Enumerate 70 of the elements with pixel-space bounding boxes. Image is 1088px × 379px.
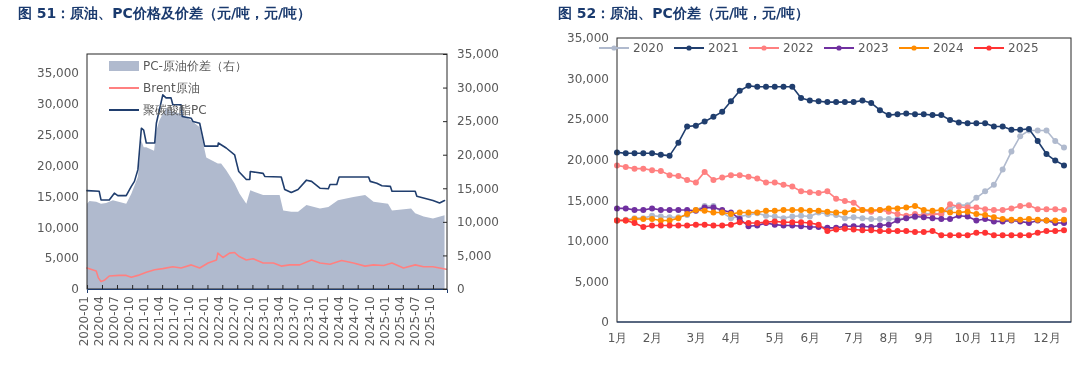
x-tick-label: 2022-10 bbox=[242, 296, 257, 347]
x-tick-label: 2025-01 bbox=[377, 296, 392, 347]
y-tick-label: 0 bbox=[71, 282, 79, 297]
legend-label: 2020 bbox=[633, 41, 664, 55]
y2-tick-label: 30,000 bbox=[457, 80, 499, 95]
x-tick-label: 6月 bbox=[800, 331, 821, 346]
y2-tick-label: 10,000 bbox=[457, 215, 499, 230]
legend-label: 2021 bbox=[708, 41, 739, 55]
y-tick-label: 35,000 bbox=[567, 31, 609, 46]
x-tick-label: 2023-07 bbox=[287, 296, 302, 347]
legend-label: Brent原油 bbox=[143, 81, 200, 95]
x-tick-label: 2025-07 bbox=[407, 296, 422, 347]
x-tick-label: 11月 bbox=[989, 331, 1017, 346]
x-tick-label: 2024-07 bbox=[347, 296, 362, 347]
x-tick-label: 2023-04 bbox=[272, 296, 287, 347]
x-tick-label: 8月 bbox=[879, 331, 900, 346]
y-tick-label: 30,000 bbox=[37, 96, 79, 111]
y-tick-label: 30,000 bbox=[567, 71, 609, 86]
y2-tick-label: 0 bbox=[457, 282, 465, 297]
legend-label: 2022 bbox=[783, 41, 814, 55]
x-tick-label: 2023-01 bbox=[257, 296, 272, 347]
x-tick-label: 2020-07 bbox=[106, 296, 121, 347]
x-tick-label: 10月 bbox=[954, 331, 982, 346]
x-tick-label: 12月 bbox=[1033, 331, 1061, 346]
x-tick-label: 2024-10 bbox=[362, 296, 377, 347]
legend-label: 2023 bbox=[858, 41, 889, 55]
x-tick-label: 5月 bbox=[765, 331, 786, 346]
x-tick-label: 2024-01 bbox=[317, 296, 332, 347]
x-tick-label: 3月 bbox=[686, 331, 707, 346]
x-tick-label: 2020-04 bbox=[91, 296, 106, 347]
y2-tick-label: 20,000 bbox=[457, 148, 499, 163]
y2-tick-label: 5,000 bbox=[457, 248, 492, 263]
x-tick-label: 7月 bbox=[844, 331, 864, 346]
x-tick-label: 2022-07 bbox=[226, 296, 241, 347]
y-tick-label: 10,000 bbox=[37, 220, 79, 235]
x-tick-label: 2022-04 bbox=[211, 296, 226, 347]
y-tick-label: 25,000 bbox=[567, 112, 609, 127]
x-tick-label: 2020-10 bbox=[121, 296, 136, 347]
y-tick-label: 25,000 bbox=[37, 127, 79, 142]
y-tick-label: 15,000 bbox=[37, 189, 79, 204]
y2-tick-label: 35,000 bbox=[457, 47, 499, 62]
y-tick-label: 20,000 bbox=[37, 158, 79, 173]
y-tick-label: 35,000 bbox=[37, 65, 79, 80]
x-tick-label: 2021-07 bbox=[166, 296, 181, 347]
legend-label: PC-原油价差（右） bbox=[143, 59, 247, 73]
x-tick-label: 9月 bbox=[914, 331, 935, 346]
y-tick-label: 20,000 bbox=[567, 153, 609, 168]
y2-tick-label: 15,000 bbox=[457, 181, 499, 196]
y-tick-label: 5,000 bbox=[574, 274, 609, 289]
x-tick-label: 2020-01 bbox=[76, 296, 91, 347]
x-tick-label: 2021-10 bbox=[181, 296, 196, 347]
chart-title: 图 51：原油、PC价格及价差（元/吨，元/吨） bbox=[18, 5, 312, 21]
x-tick-label: 1月 bbox=[607, 331, 628, 346]
y-tick-label: 0 bbox=[601, 315, 609, 330]
x-tick-label: 2025-04 bbox=[392, 296, 407, 347]
x-tick-label: 4月 bbox=[721, 331, 742, 346]
chart-title: 图 52：原油、PC价差（元/吨，元/吨） bbox=[558, 5, 810, 21]
x-tick-label: 2月 bbox=[642, 331, 663, 346]
x-tick-label: 2025-10 bbox=[422, 296, 437, 347]
y-tick-label: 15,000 bbox=[567, 193, 609, 208]
y2-tick-label: 25,000 bbox=[457, 114, 499, 129]
x-tick-label: 2021-01 bbox=[136, 296, 151, 347]
x-tick-label: 2021-04 bbox=[151, 296, 166, 347]
legend-label: 2025 bbox=[1008, 41, 1039, 55]
x-tick-label: 2022-01 bbox=[197, 296, 212, 347]
legend-label: 2024 bbox=[933, 41, 964, 55]
y-tick-label: 5,000 bbox=[44, 251, 79, 266]
x-tick-label: 2024-04 bbox=[332, 296, 347, 347]
x-tick-label: 2023-10 bbox=[302, 296, 317, 347]
y-tick-label: 10,000 bbox=[567, 234, 609, 249]
